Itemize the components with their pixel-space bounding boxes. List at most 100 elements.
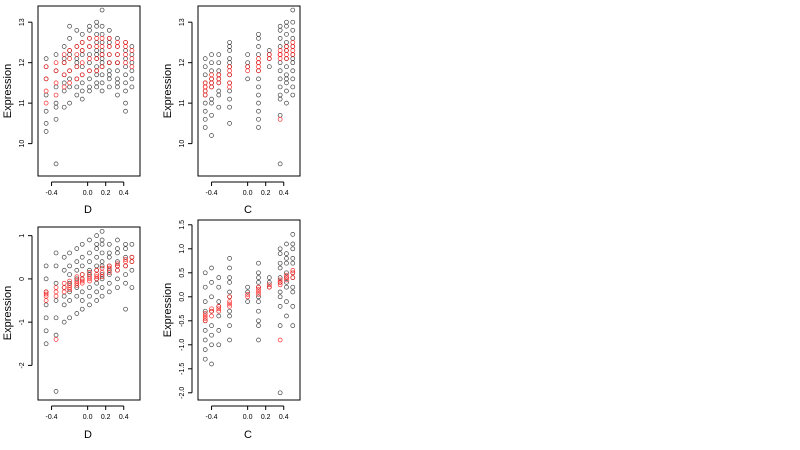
y-tick-label: 1.5 <box>179 220 186 230</box>
data-point <box>115 276 120 282</box>
data-point <box>284 100 289 106</box>
data-point-highlight <box>256 284 261 290</box>
data-point <box>61 319 67 325</box>
data-point-highlight <box>61 52 67 57</box>
data-point <box>277 294 283 300</box>
data-point <box>99 56 105 61</box>
data-point <box>79 31 85 37</box>
data-point <box>227 308 232 314</box>
data-point <box>227 44 232 49</box>
x-tick-label: 0.2 <box>101 190 111 197</box>
data-point-highlight <box>94 267 100 273</box>
data-point-highlight <box>74 76 80 82</box>
data-point <box>227 60 232 66</box>
y-tick-label: 13 <box>19 18 26 26</box>
data-point <box>129 76 135 82</box>
data-point-highlight <box>74 274 80 280</box>
chart-panel-bottom-left: -0.4 0.0 0.2 0.4 -2 -1 0 1 D Expression <box>2 226 141 441</box>
data-point <box>99 48 105 53</box>
data-point <box>256 294 261 300</box>
data-point <box>277 161 283 167</box>
data-point-highlight <box>74 64 80 70</box>
data-point <box>256 76 261 82</box>
data-point-highlight <box>61 84 67 90</box>
data-point <box>209 112 214 118</box>
data-point-highlight <box>123 44 128 49</box>
data-point <box>106 72 112 78</box>
data-point <box>209 265 214 271</box>
data-point-highlight <box>290 52 296 57</box>
data-point-highlight <box>216 80 222 86</box>
data-point-highlight <box>43 88 49 94</box>
data-point-highlight <box>67 278 72 284</box>
data-point-highlight <box>290 44 296 49</box>
y-axis-title: Expression <box>2 286 14 340</box>
data-point <box>129 68 135 74</box>
data-point-highlight <box>284 275 289 280</box>
data-point <box>94 280 100 286</box>
data-point <box>256 31 261 37</box>
y-tick-label: 1.0 <box>179 244 186 254</box>
y-tick-label: 11 <box>179 99 186 106</box>
data-point-highlight <box>53 285 59 290</box>
data-point <box>266 275 272 280</box>
data-point <box>277 44 283 49</box>
data-point-highlight <box>284 52 289 57</box>
y-tick-label: -0.5 <box>179 315 186 327</box>
data-point-highlight <box>106 52 112 57</box>
data-point <box>284 280 289 285</box>
data-point <box>227 88 232 94</box>
data-point-highlight <box>115 60 120 66</box>
data-point <box>43 341 49 347</box>
data-point <box>202 356 208 362</box>
data-point <box>290 56 296 61</box>
data-point-highlight <box>79 48 85 53</box>
data-point <box>94 246 100 251</box>
data-point <box>53 280 59 286</box>
data-point-highlight <box>129 56 135 61</box>
y-tick-label: -1 <box>19 319 26 325</box>
x-tick-label: 0.2 <box>261 414 271 421</box>
data-point <box>87 60 92 66</box>
data-point-highlight <box>87 270 92 275</box>
data-point-highlight <box>216 72 222 78</box>
data-point <box>67 84 72 90</box>
data-point <box>227 265 232 271</box>
data-point-highlight <box>202 84 208 90</box>
data-point-highlight <box>277 277 283 283</box>
data-point-highlight <box>94 36 100 41</box>
data-point-highlight <box>53 293 59 299</box>
data-point <box>123 80 128 86</box>
data-point <box>115 80 120 86</box>
data-point <box>284 19 289 25</box>
data-point <box>123 280 128 286</box>
data-point <box>94 40 100 45</box>
data-point <box>209 68 214 74</box>
data-point <box>61 302 67 308</box>
data-point <box>227 48 232 53</box>
data-point-highlight <box>209 80 214 86</box>
data-point-highlight <box>115 263 120 269</box>
x-tick-label: 0.2 <box>101 414 111 421</box>
data-point <box>123 306 128 312</box>
data-point-highlight <box>277 56 283 61</box>
data-point-highlight <box>216 304 222 309</box>
data-point <box>99 23 105 29</box>
data-point <box>61 104 67 110</box>
x-tick-label: 0.4 <box>279 190 289 197</box>
data-point <box>106 254 112 260</box>
data-point-highlight <box>227 68 232 74</box>
data-point <box>256 36 261 41</box>
data-point <box>290 232 296 237</box>
x-axis-title: C <box>244 204 252 216</box>
data-point <box>209 52 214 57</box>
data-point <box>123 56 128 61</box>
y-axis-title: Expression <box>162 64 174 118</box>
y-axis-title: Expression <box>2 64 14 118</box>
data-point <box>43 129 49 134</box>
data-point <box>99 80 105 86</box>
data-point <box>284 40 289 45</box>
data-point-highlight <box>61 289 67 295</box>
data-point <box>53 315 59 321</box>
